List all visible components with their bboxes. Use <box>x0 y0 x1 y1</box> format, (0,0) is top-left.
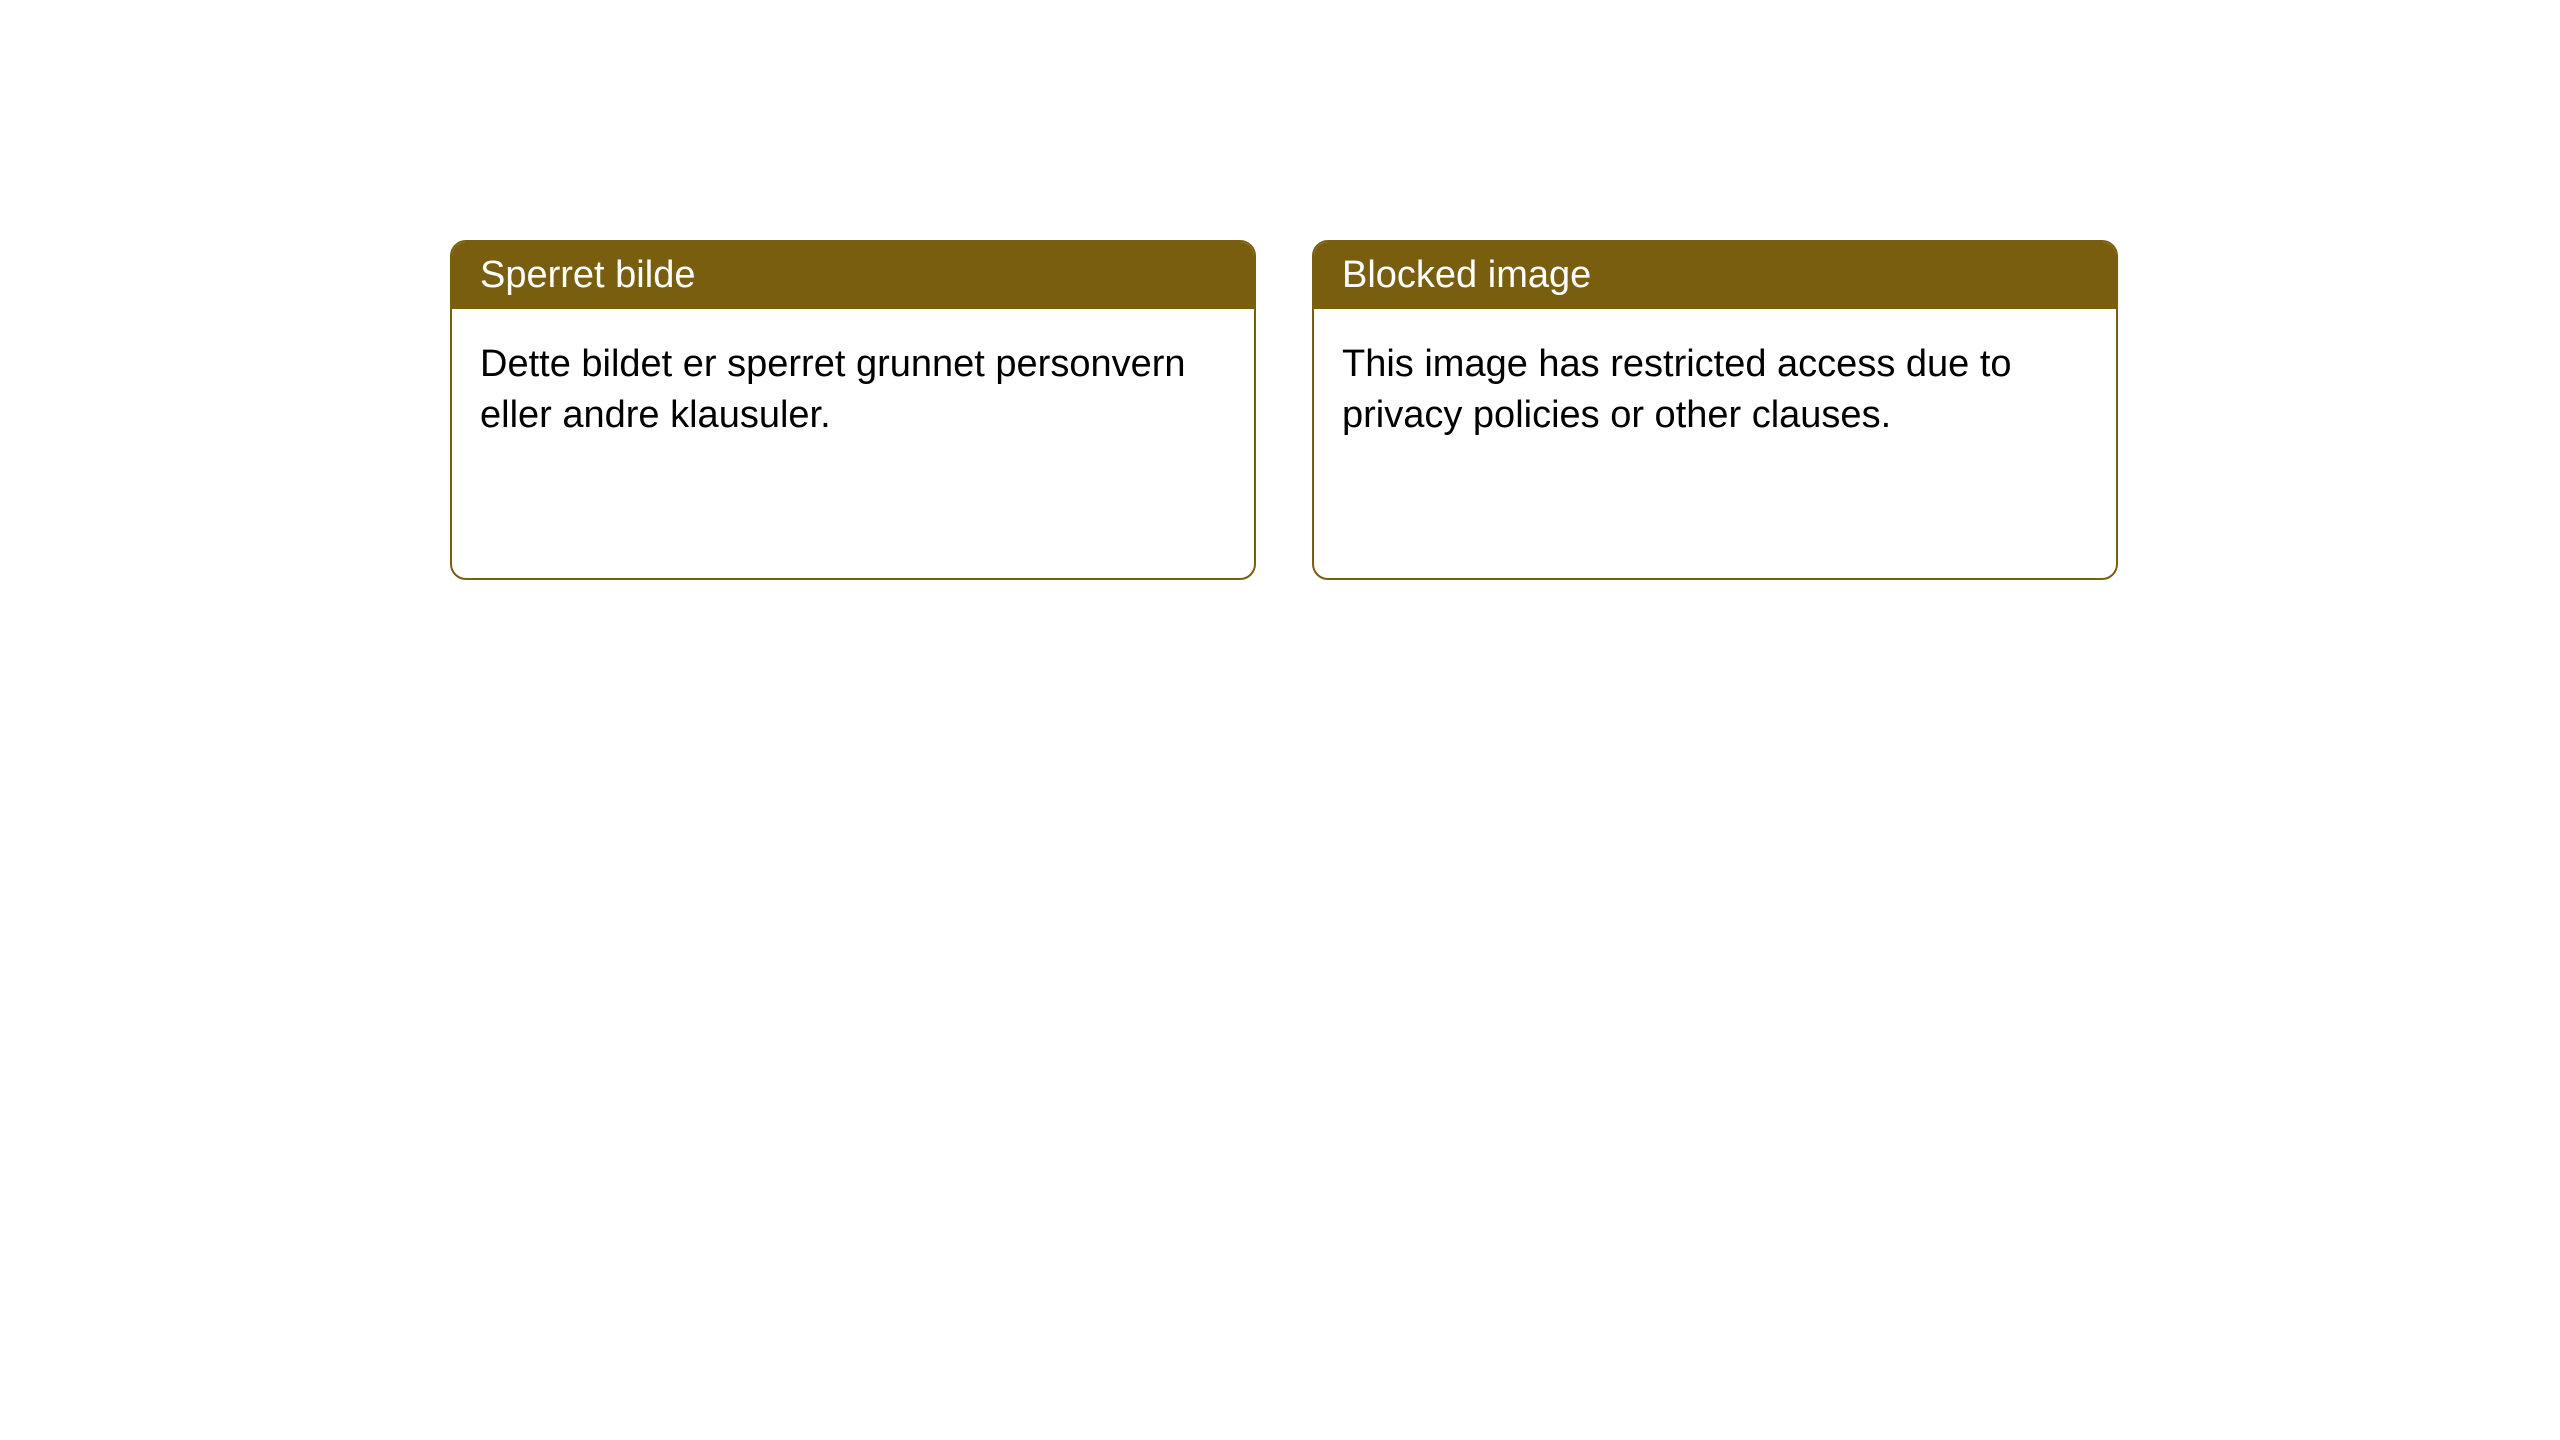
notice-body-norwegian: Dette bildet er sperret grunnet personve… <box>452 309 1254 472</box>
notice-body-english: This image has restricted access due to … <box>1314 309 2116 472</box>
notice-container: Sperret bilde Dette bildet er sperret gr… <box>450 240 2118 580</box>
notice-card-norwegian: Sperret bilde Dette bildet er sperret gr… <box>450 240 1256 580</box>
notice-header-norwegian: Sperret bilde <box>452 242 1254 309</box>
notice-card-english: Blocked image This image has restricted … <box>1312 240 2118 580</box>
notice-header-english: Blocked image <box>1314 242 2116 309</box>
